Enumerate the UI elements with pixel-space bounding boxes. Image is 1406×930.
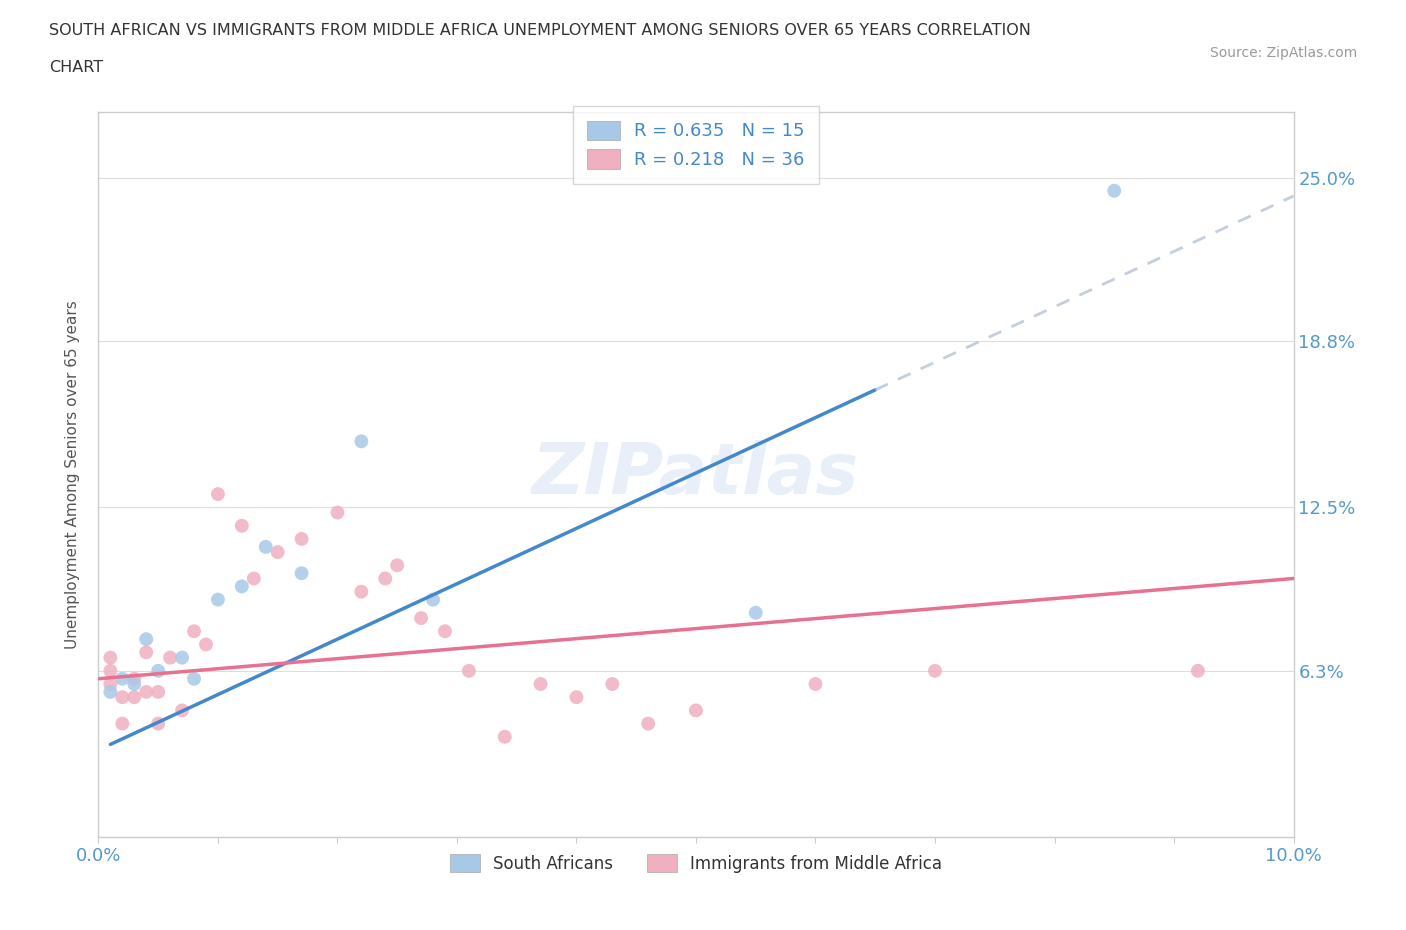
Point [172,650,194,665]
Point [98,663,122,678]
Point [183,671,205,686]
Point [411,611,433,626]
Point [637,716,659,731]
Y-axis label: Unemployment Among Seniors over 65 years: Unemployment Among Seniors over 65 years [65,300,80,649]
Point [565,690,588,705]
Point [148,716,170,731]
Point [374,571,396,586]
Point [111,690,134,705]
Point [350,584,373,599]
Point [745,605,768,620]
Legend: South Africans, Immigrants from Middle Africa: South Africans, Immigrants from Middle A… [443,847,949,880]
Point [207,486,229,501]
Point [135,631,157,646]
Text: Source: ZipAtlas.com: Source: ZipAtlas.com [1209,46,1357,60]
Point [207,592,229,607]
Text: ZIPatlas: ZIPatlas [533,440,859,509]
Point [124,676,146,691]
Point [494,729,516,744]
Point [350,434,373,449]
Point [135,644,157,659]
Point [804,676,827,691]
Point [98,676,122,691]
Point [1104,183,1126,198]
Point [148,684,170,699]
Point [924,663,946,678]
Point [148,663,170,678]
Point [98,650,122,665]
Point [267,545,290,560]
Point [98,684,122,699]
Point [135,684,157,699]
Point [291,565,314,580]
Point [434,624,457,639]
Point [602,676,624,691]
Point [183,624,205,639]
Point [111,716,134,731]
Point [159,650,181,665]
Point [1187,663,1209,678]
Point [172,703,194,718]
Point [243,571,266,586]
Point [124,690,146,705]
Point [530,676,553,691]
Point [231,579,253,594]
Point [422,592,444,607]
Point [124,671,146,686]
Text: CHART: CHART [49,60,103,75]
Point [291,531,314,546]
Point [326,505,349,520]
Point [195,637,218,652]
Point [254,539,277,554]
Point [385,558,409,573]
Point [458,663,481,678]
Point [231,518,253,533]
Text: SOUTH AFRICAN VS IMMIGRANTS FROM MIDDLE AFRICA UNEMPLOYMENT AMONG SENIORS OVER 6: SOUTH AFRICAN VS IMMIGRANTS FROM MIDDLE … [49,23,1031,38]
Point [685,703,707,718]
Point [111,671,134,686]
